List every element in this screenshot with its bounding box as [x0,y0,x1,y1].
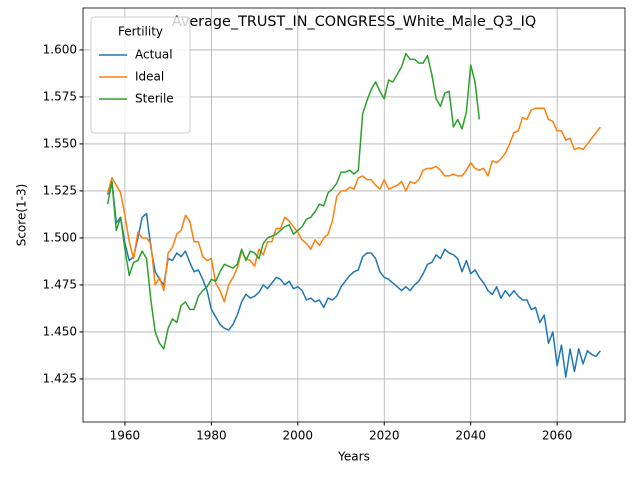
legend-label: Sterile [135,92,174,106]
chart-title: Average_TRUST_IN_CONGRESS_White_Male_Q3_… [172,14,536,30]
x-tick-label: 1960 [110,429,141,443]
plot-frame [82,7,626,423]
x-tick-label: 2060 [542,429,573,443]
y-tick-label: 1.500 [43,230,77,244]
grid [83,8,625,422]
y-tick-label: 1.425 [43,371,77,385]
x-tick-label: 2020 [369,429,400,443]
y-tick-label: 1.575 [43,89,77,103]
y-tick-label: 1.475 [43,277,77,291]
line-series [106,107,601,303]
y-tick-label: 1.525 [43,183,77,197]
x-axis-label: Years [337,450,370,464]
legend-box [90,16,191,134]
legend-title: Fertility [118,25,163,39]
y-axis-label: Score(1-3) [15,184,29,247]
y-tick-label: 1.550 [43,136,77,150]
x-tick-label: 2000 [283,429,314,443]
x-tick-label: 2040 [455,429,486,443]
legend-label: Ideal [135,70,164,84]
y-tick-label: 1.600 [43,42,77,56]
line-series [106,52,481,350]
line-series [106,180,601,378]
x-tick-label: 1980 [196,429,227,443]
y-tick-label: 1.450 [43,324,77,338]
legend-label: Actual [135,48,173,62]
